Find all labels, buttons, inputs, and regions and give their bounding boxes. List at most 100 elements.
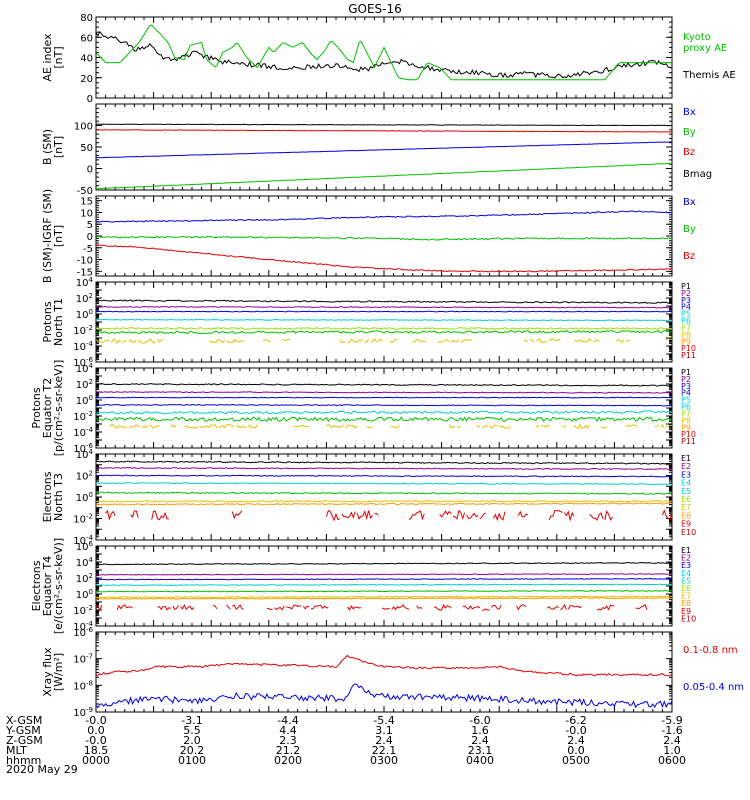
series-line-ae-1 — [96, 24, 672, 81]
x-axis-tick-label: 2.4 — [375, 734, 393, 747]
y-tick-label: 10-6 — [73, 442, 93, 455]
legend-label: Bz — [683, 251, 695, 262]
x-axis-tick-label: 0500 — [562, 754, 590, 767]
channel-label: E2 — [681, 554, 691, 563]
x-axis-tick-label: -0.0 — [85, 734, 106, 747]
series-line-bsm-0 — [96, 123, 672, 127]
legend-label: Themis AE — [682, 70, 736, 81]
series-line-pn-1 — [96, 305, 672, 309]
panel-frame — [95, 281, 673, 363]
series-line-pn-2 — [96, 310, 672, 313]
legend-label: Kyoto proxy AE — [683, 32, 727, 54]
y-tick-label: -50 — [77, 186, 93, 197]
channel-label: P5 — [681, 310, 691, 319]
channel-label: E4 — [681, 569, 691, 578]
x-axis-tick-label: 18.5 — [84, 744, 109, 757]
series-line-pn-5 — [96, 329, 672, 335]
y-tick-label: 40 — [80, 54, 93, 65]
series-line-xray-1 — [96, 683, 672, 709]
panel-frame — [95, 545, 673, 627]
x-axis-tick-label: -5.4 — [373, 714, 394, 727]
legend-label: By — [683, 224, 696, 235]
channel-label: P10 — [681, 430, 696, 439]
panel-frame — [95, 453, 673, 541]
y-axis-label: B (SM)-IGRF (SM)[nT] — [41, 189, 65, 283]
legend-label: Bmag — [683, 169, 712, 180]
x-axis-tick-label: 2.4 — [567, 734, 585, 747]
series-line-ee-1 — [96, 573, 672, 576]
legend-label: By — [683, 127, 696, 138]
channel-label: P5 — [681, 396, 691, 405]
channel-label: P1 — [681, 368, 691, 377]
series-line-en-3 — [96, 482, 672, 486]
series-line-en-4 — [96, 491, 672, 495]
series-line-pe-2 — [96, 396, 672, 399]
x-axis-tick-label: 3.1 — [375, 724, 393, 737]
channel-label: E7 — [681, 592, 691, 601]
x-axis-annotation: X-GSM -0.0 -3.1 -4.4 -5.4 -6.0 -6.2 -5.9 Y-GSM 0.… — [5, 714, 686, 767]
x-axis-tick-label: 4.4 — [279, 724, 297, 737]
x-axis-tick-label: 0400 — [466, 754, 494, 767]
channel-label: P3 — [681, 296, 691, 305]
y-axis-label: B (SM)[nT] — [41, 129, 65, 165]
x-axis-tick-label: 1.6 — [471, 724, 489, 737]
channel-label: E6 — [681, 495, 691, 504]
y-tick-label: 100 — [76, 491, 93, 504]
plot-title: GOES-16 — [348, 2, 402, 16]
x-axis-tick-label: 0200 — [274, 754, 302, 767]
x-axis-tick-label: 2.3 — [279, 734, 297, 747]
legend-label: 0.05-0.4 nm — [683, 682, 744, 693]
y-tick-label: 10-2 — [73, 410, 93, 423]
panel-ee: 10-4 10-2 100 102 104 106 ElectronsEquator T4[… — [30, 538, 696, 634]
x-axis-tick-label: 23.1 — [468, 744, 493, 757]
channel-label: P2 — [681, 289, 691, 298]
y-tick-label: 102 — [76, 470, 93, 483]
y-tick-label: 60 — [80, 33, 93, 44]
series-line-pe-5 — [96, 416, 672, 422]
channel-label: E10 — [681, 528, 696, 537]
date-label: 2020 May 29 — [6, 763, 78, 776]
x-axis-row-label: MLT — [6, 744, 27, 757]
y-tick-label: 102 — [76, 378, 93, 391]
series-line-bsm-1 — [96, 129, 672, 133]
channel-label: P11 — [681, 351, 696, 360]
panel-frame — [95, 367, 673, 449]
x-axis-tick-label: 0100 — [178, 754, 206, 767]
y-tick-label: 10-6 — [73, 356, 93, 369]
x-axis-tick-label: 0000 — [82, 754, 110, 767]
channel-label: E9 — [681, 607, 691, 616]
channel-label: E7 — [681, 503, 691, 512]
y-tick-label: 10-9 — [73, 706, 93, 719]
legend-label: Bz — [683, 147, 695, 158]
panel-xray: 10-9 10-8 10-7 10-6 Xray flux[W/m²] 0.1-0.8 n… — [41, 626, 744, 719]
y-tick-label: 106 — [76, 540, 94, 553]
y-tick-label: 10-6 — [73, 626, 93, 639]
x-axis-tick-label: -5.9 — [661, 714, 682, 727]
legend-label: 0.1-0.8 nm — [683, 645, 738, 656]
y-tick-label: 15 — [80, 197, 93, 208]
series-line-en-5 — [96, 500, 672, 503]
channel-label: P8 — [681, 330, 691, 339]
channel-label: P9 — [681, 423, 691, 432]
y-tick-label: 100 — [76, 308, 93, 321]
y-tick-label: 10 — [80, 208, 93, 219]
series-line-ae-0 — [96, 30, 672, 79]
x-axis-tick-label: 2.0 — [183, 734, 201, 747]
panel-pe: 10-6 10-4 10-2 100 102 104 ProtonsEquator T2[p… — [30, 360, 696, 457]
y-tick-label: 10-2 — [73, 324, 93, 337]
series-line-ee-6 — [96, 597, 672, 600]
y-tick-label: 0 — [87, 94, 93, 105]
channel-label: E8 — [681, 511, 691, 520]
channel-label: E8 — [681, 599, 691, 608]
y-tick-label: 10-4 — [73, 426, 93, 439]
channel-label: P11 — [681, 437, 696, 446]
y-tick-label: -5 — [83, 244, 93, 255]
series-line-pe-4 — [96, 410, 672, 415]
y-axis-label: ElectronsEquator T4[e/(cm²-s-sr-keV)] — [30, 538, 65, 634]
y-tick-label: 10-4 — [73, 534, 93, 547]
series-line-en-7 — [105, 509, 672, 522]
channel-label: E4 — [681, 479, 691, 488]
channel-label: P2 — [681, 375, 691, 384]
y-tick-label: -15 — [77, 267, 93, 278]
y-tick-label: 102 — [76, 572, 93, 585]
